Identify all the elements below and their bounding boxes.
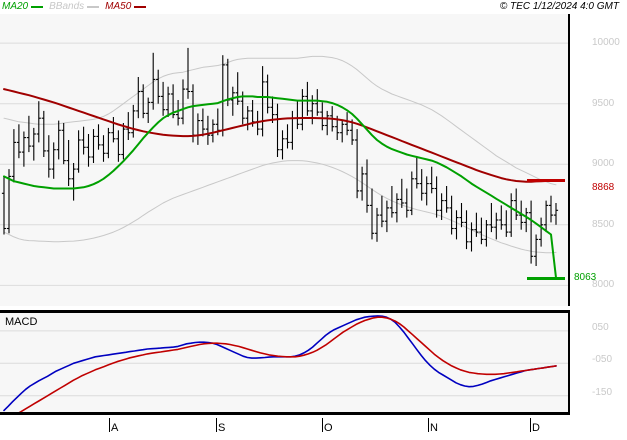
macd-signal-line — [18, 316, 557, 412]
ma50-line — [3, 88, 557, 183]
x-axis-tick — [322, 418, 323, 432]
x-axis-label: S — [218, 422, 226, 434]
price-axis-label: 9000 — [592, 158, 615, 170]
macd-title: MACD — [5, 316, 38, 328]
legend-swatch-ma50 — [134, 6, 147, 8]
price-chart-panel[interactable] — [0, 14, 570, 306]
ma20-value-marker — [527, 276, 565, 280]
ma20-line — [3, 95, 557, 279]
macd-axis-label: 050 — [592, 321, 609, 333]
price-axis-label: 8500 — [592, 218, 615, 230]
bbands-upper-line — [3, 55, 557, 186]
x-axis-label: N — [430, 422, 438, 434]
ma50-value-marker — [527, 179, 565, 183]
ma50-value-label: 8868 — [592, 182, 615, 194]
x-axis-label: O — [324, 422, 333, 434]
ohlc-bar-group — [1, 47, 559, 266]
copyright-timestamp: © TEC 1/12/2024 4:0 GMT — [499, 1, 619, 12]
legend-item-bbands[interactable]: BBands — [49, 2, 105, 12]
price-axis-label: 8000 — [592, 279, 615, 291]
macd-axis-label: -050 — [592, 354, 613, 366]
legend-label-bbands: BBands — [49, 1, 85, 12]
legend-swatch-bbands — [87, 6, 100, 8]
x-axis-tick — [530, 418, 531, 432]
x-axis-label: A — [111, 422, 119, 434]
indicator-legend: MA20 BBands MA50 — [2, 1, 152, 13]
legend-label-ma20: MA20 — [2, 1, 29, 12]
macd-axis-gutter: 050 -050 -150 — [572, 310, 627, 415]
price-plot — [0, 42, 568, 286]
bbands-lower-line — [3, 160, 557, 254]
x-axis-tick — [428, 418, 429, 432]
x-axis-label: D — [532, 422, 540, 434]
legend-label-ma50: MA50 — [105, 1, 132, 12]
legend-swatch-ma20 — [31, 6, 44, 8]
price-axis-label: 10000 — [592, 37, 620, 49]
price-axis-label: 9500 — [592, 97, 615, 109]
price-axis-gutter: 10000 9500 9000 8500 8000 8868 8063 — [527, 14, 627, 306]
legend-item-ma20[interactable]: MA20 — [2, 2, 49, 12]
legend-item-ma50[interactable]: MA50 — [105, 2, 152, 12]
ma20-value-label: 8063 — [574, 271, 597, 283]
x-axis-tick — [109, 418, 110, 432]
chart-header: MA20 BBands MA50 © TEC 1/12/2024 4:0 GMT — [0, 0, 627, 14]
macd-chart-panel[interactable] — [0, 310, 570, 415]
macd-plot — [0, 315, 568, 412]
x-axis-tick — [216, 418, 217, 432]
macd-axis-label: -150 — [592, 386, 613, 398]
